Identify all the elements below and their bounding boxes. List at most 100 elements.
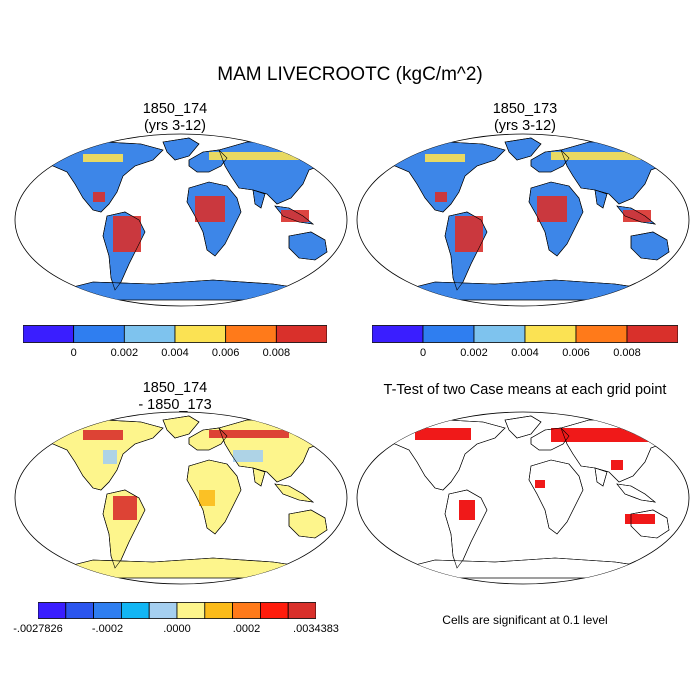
colorbar-swatch: [176, 602, 206, 619]
data-patch: [83, 430, 123, 440]
colorbar-tick-label: 0.006: [562, 347, 590, 359]
panel-title-case1: 1850_174 (yrs 3-12): [15, 101, 335, 135]
colorbar-tick-label: 0.004: [161, 347, 189, 359]
coastline-antarctica: [394, 557, 656, 579]
coastline-antarctica: [394, 279, 656, 301]
colorbar-swatch: [121, 602, 150, 619]
colorbar-tick-label: 0.008: [613, 347, 641, 359]
coastline-india: [594, 467, 608, 487]
coastline-europe: [188, 149, 228, 173]
coastline-antarctica: [52, 279, 314, 301]
colorbar-tick-label: 0.002: [460, 347, 488, 359]
colorbar-swatch: [93, 602, 122, 619]
data-patch: [425, 154, 465, 162]
coastline-india: [252, 189, 266, 209]
data-patch: [233, 450, 263, 462]
data-patch: [435, 192, 447, 202]
coastline-samerica: [102, 211, 146, 291]
colorbar-swatch: [65, 602, 94, 619]
panel-title-line1: 1850_174: [142, 380, 208, 396]
panel-title-line2: (yrs 3-12): [493, 118, 557, 134]
data-patch: [83, 154, 123, 162]
data-patch: [93, 192, 105, 202]
data-patch: [537, 196, 567, 222]
colorbar-swatch: [204, 602, 234, 619]
coastline-africa: [528, 181, 584, 257]
coastline-australia: [630, 231, 670, 261]
colorbar-tick-label: 0.008: [262, 347, 291, 359]
coastline-australia: [288, 231, 328, 261]
data-patch: [455, 216, 483, 252]
data-patch: [611, 460, 623, 470]
panel-title-case2: 1850_173 (yrs 3-12): [365, 101, 685, 135]
data-patch: [623, 210, 651, 222]
colorbar-tick-label: -.0002: [91, 623, 124, 635]
panel-title-line2: - 1850_173: [138, 397, 212, 413]
colorbar-swatch: [575, 325, 628, 343]
panel-title-line2: (yrs 3-12): [143, 118, 207, 134]
colorbar-swatch: [174, 325, 227, 343]
panel-title-ttest: T-Test of two Case means at each grid po…: [350, 382, 700, 399]
data-patch: [195, 196, 225, 222]
coastline-greenland: [504, 415, 542, 439]
colorbar-swatch: [275, 325, 327, 343]
colorbar-swatch: [372, 325, 424, 343]
panel-title-line1: 1850_174: [142, 101, 208, 117]
colorbar-tick-label: 0.006: [211, 347, 240, 359]
colorbar-tick-label: 0: [419, 347, 427, 359]
map-diff: [14, 411, 348, 585]
colorbar-diff: [38, 602, 316, 619]
coastline-africa: [186, 181, 242, 257]
land-group: [384, 415, 674, 579]
data-patch: [113, 216, 141, 252]
coastline-europe: [188, 427, 228, 451]
colorbar-swatch: [626, 325, 678, 343]
colorbar-tick-label: 0: [70, 347, 77, 359]
coastline-africa: [528, 459, 584, 535]
data-patch: [281, 210, 309, 222]
colorbar-swatch: [287, 602, 316, 619]
colorbar-tick-label: 0.004: [511, 347, 539, 359]
coastline-africa: [186, 459, 242, 535]
coastline-seasia: [274, 205, 315, 225]
coastline-europe: [530, 427, 570, 451]
coastline-seasia: [616, 205, 657, 225]
colorbar-swatch: [232, 602, 261, 619]
colorbar-swatch: [225, 325, 277, 343]
coastline-samerica: [444, 211, 488, 291]
data-patch: [209, 152, 299, 160]
data-patch: [103, 450, 117, 464]
colorbar-tick-label: -.0027826: [13, 623, 63, 635]
colorbar-tick-label: .0002: [232, 623, 261, 635]
colorbar-swatch: [422, 325, 475, 343]
coastline-india: [594, 189, 608, 209]
panel-title-line1: T-Test of two Case means at each grid po…: [383, 382, 667, 398]
data-patch: [209, 430, 289, 438]
colorbar-case2: [372, 325, 678, 343]
colorbar-swatch: [524, 325, 577, 343]
land-group: [42, 137, 332, 301]
coastline-seasia: [274, 483, 315, 503]
coastline-greenland: [504, 137, 542, 161]
colorbar-swatch: [23, 325, 75, 343]
colorbar-tick-label: .0034383: [293, 623, 339, 635]
colorbar-swatch: [73, 325, 125, 343]
coastline-australia: [288, 509, 328, 539]
coastline-europe: [530, 149, 570, 173]
coastline-antarctica: [52, 557, 314, 579]
map-case1: [14, 133, 348, 307]
data-patch: [551, 428, 661, 442]
data-patch: [199, 490, 215, 506]
map-case2: [356, 133, 690, 307]
data-patch: [415, 428, 471, 440]
coastline-samerica: [444, 489, 488, 569]
colorbar-swatch: [123, 325, 176, 343]
coastline-samerica: [102, 489, 146, 569]
data-patch: [551, 152, 641, 160]
data-patch: [113, 496, 137, 520]
panel-title-line1: 1850_173: [492, 101, 558, 117]
ttest-note: Cells are significant at 0.1 level: [442, 613, 608, 627]
coastline-greenland: [162, 415, 200, 439]
data-patch: [459, 500, 475, 520]
colorbar-tick-label: .0000: [163, 623, 191, 635]
